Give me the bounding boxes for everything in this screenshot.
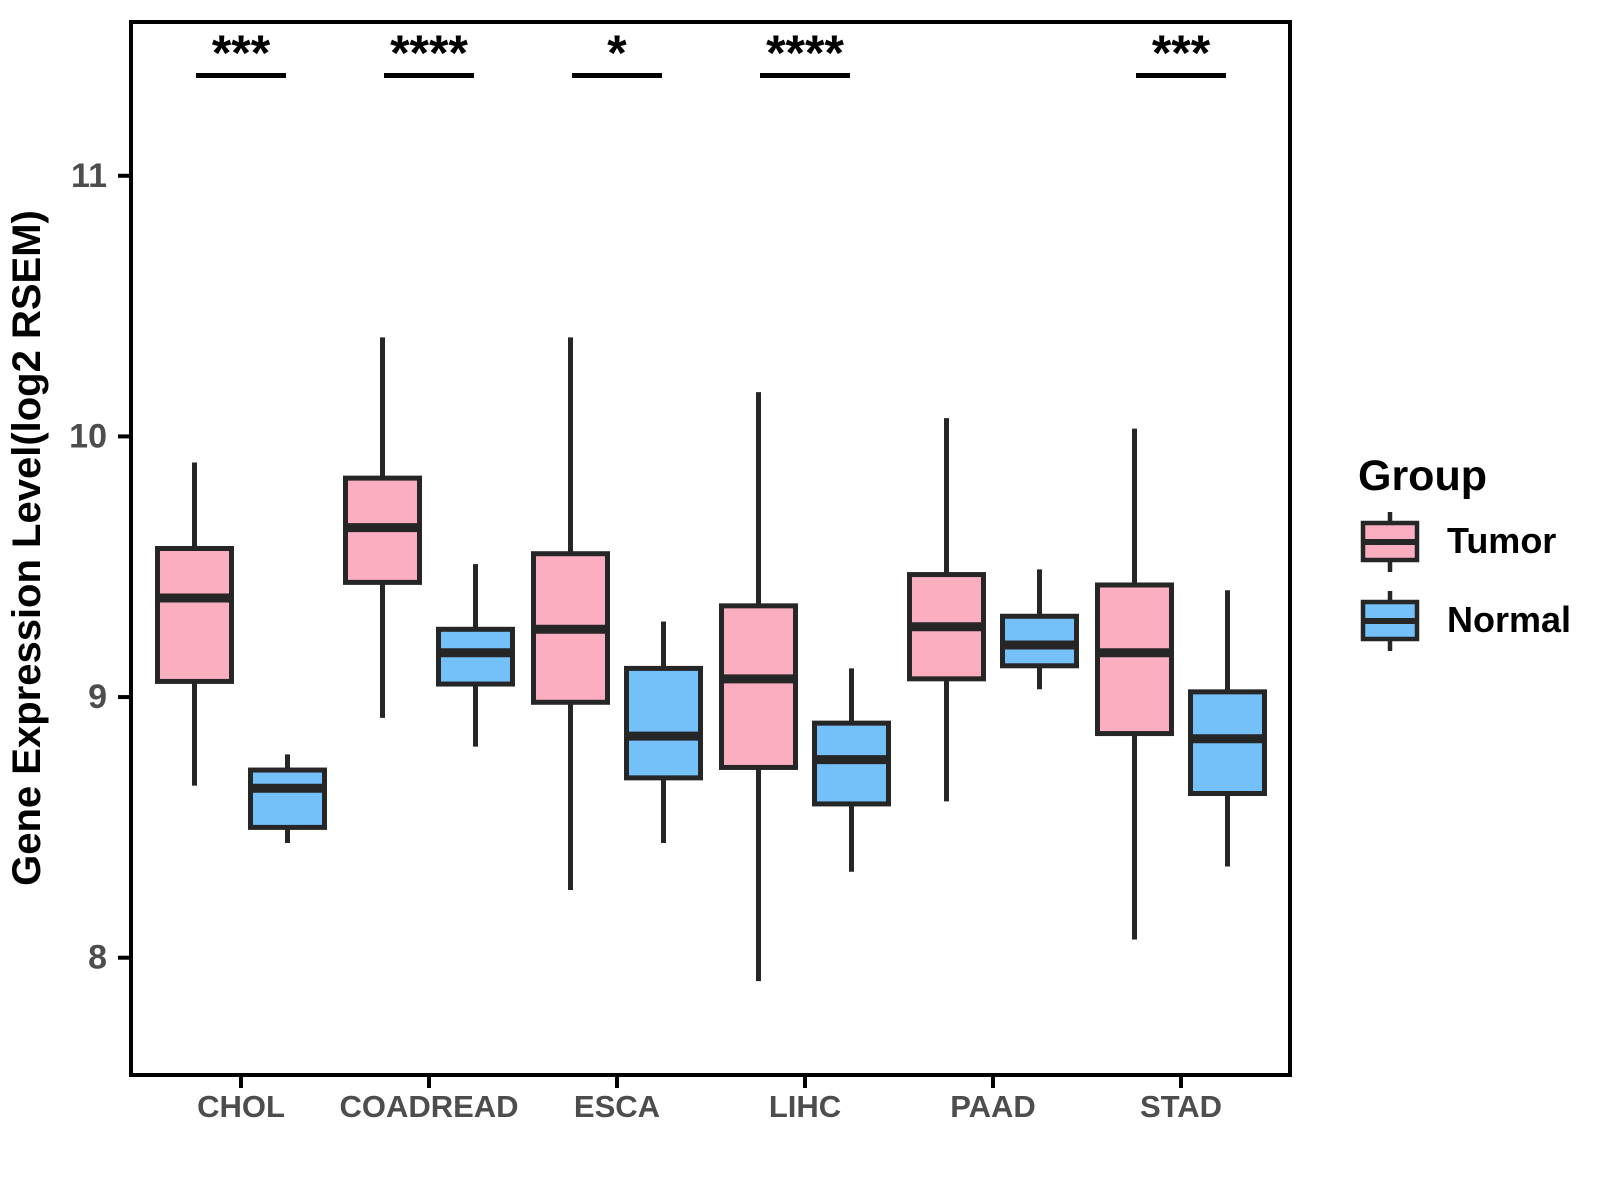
box-LIHC-tumor	[719, 603, 798, 770]
y-tick-label: 11	[71, 157, 107, 195]
box-CHOL-normal	[248, 767, 327, 830]
y-tick-label: 10	[69, 417, 107, 455]
x-tick-label: STAD	[1140, 1089, 1222, 1124]
significance-stars-STAD: ***	[1152, 25, 1211, 81]
x-tick-label: CHOL	[197, 1089, 285, 1124]
x-tick-label: COADREAD	[339, 1089, 518, 1124]
x-tick-label: ESCA	[574, 1089, 660, 1124]
x-tick-label: LIHC	[769, 1089, 841, 1124]
significance-stars-LIHC: ****	[766, 25, 844, 81]
legend-label-tumor: Tumor	[1447, 520, 1556, 561]
legend-label-normal: Normal	[1447, 599, 1571, 640]
plot-panel	[129, 20, 1292, 1077]
significance-stars-ESCA: *	[607, 25, 627, 81]
significance-stars-CHOL: ***	[212, 25, 271, 81]
box-CHOL-tumor	[155, 546, 234, 684]
box-ESCA-normal	[624, 665, 703, 781]
box-STAD-tumor	[1095, 582, 1174, 737]
y-tick-label: 8	[88, 939, 107, 977]
legend-title: Group	[1358, 452, 1487, 500]
y-axis-title: Gene Expression Level(log2 RSEM)	[5, 210, 49, 886]
x-tick-label: PAAD	[950, 1089, 1036, 1124]
significance-stars-COADREAD: ****	[390, 25, 468, 81]
y-tick-label: 9	[88, 678, 107, 716]
